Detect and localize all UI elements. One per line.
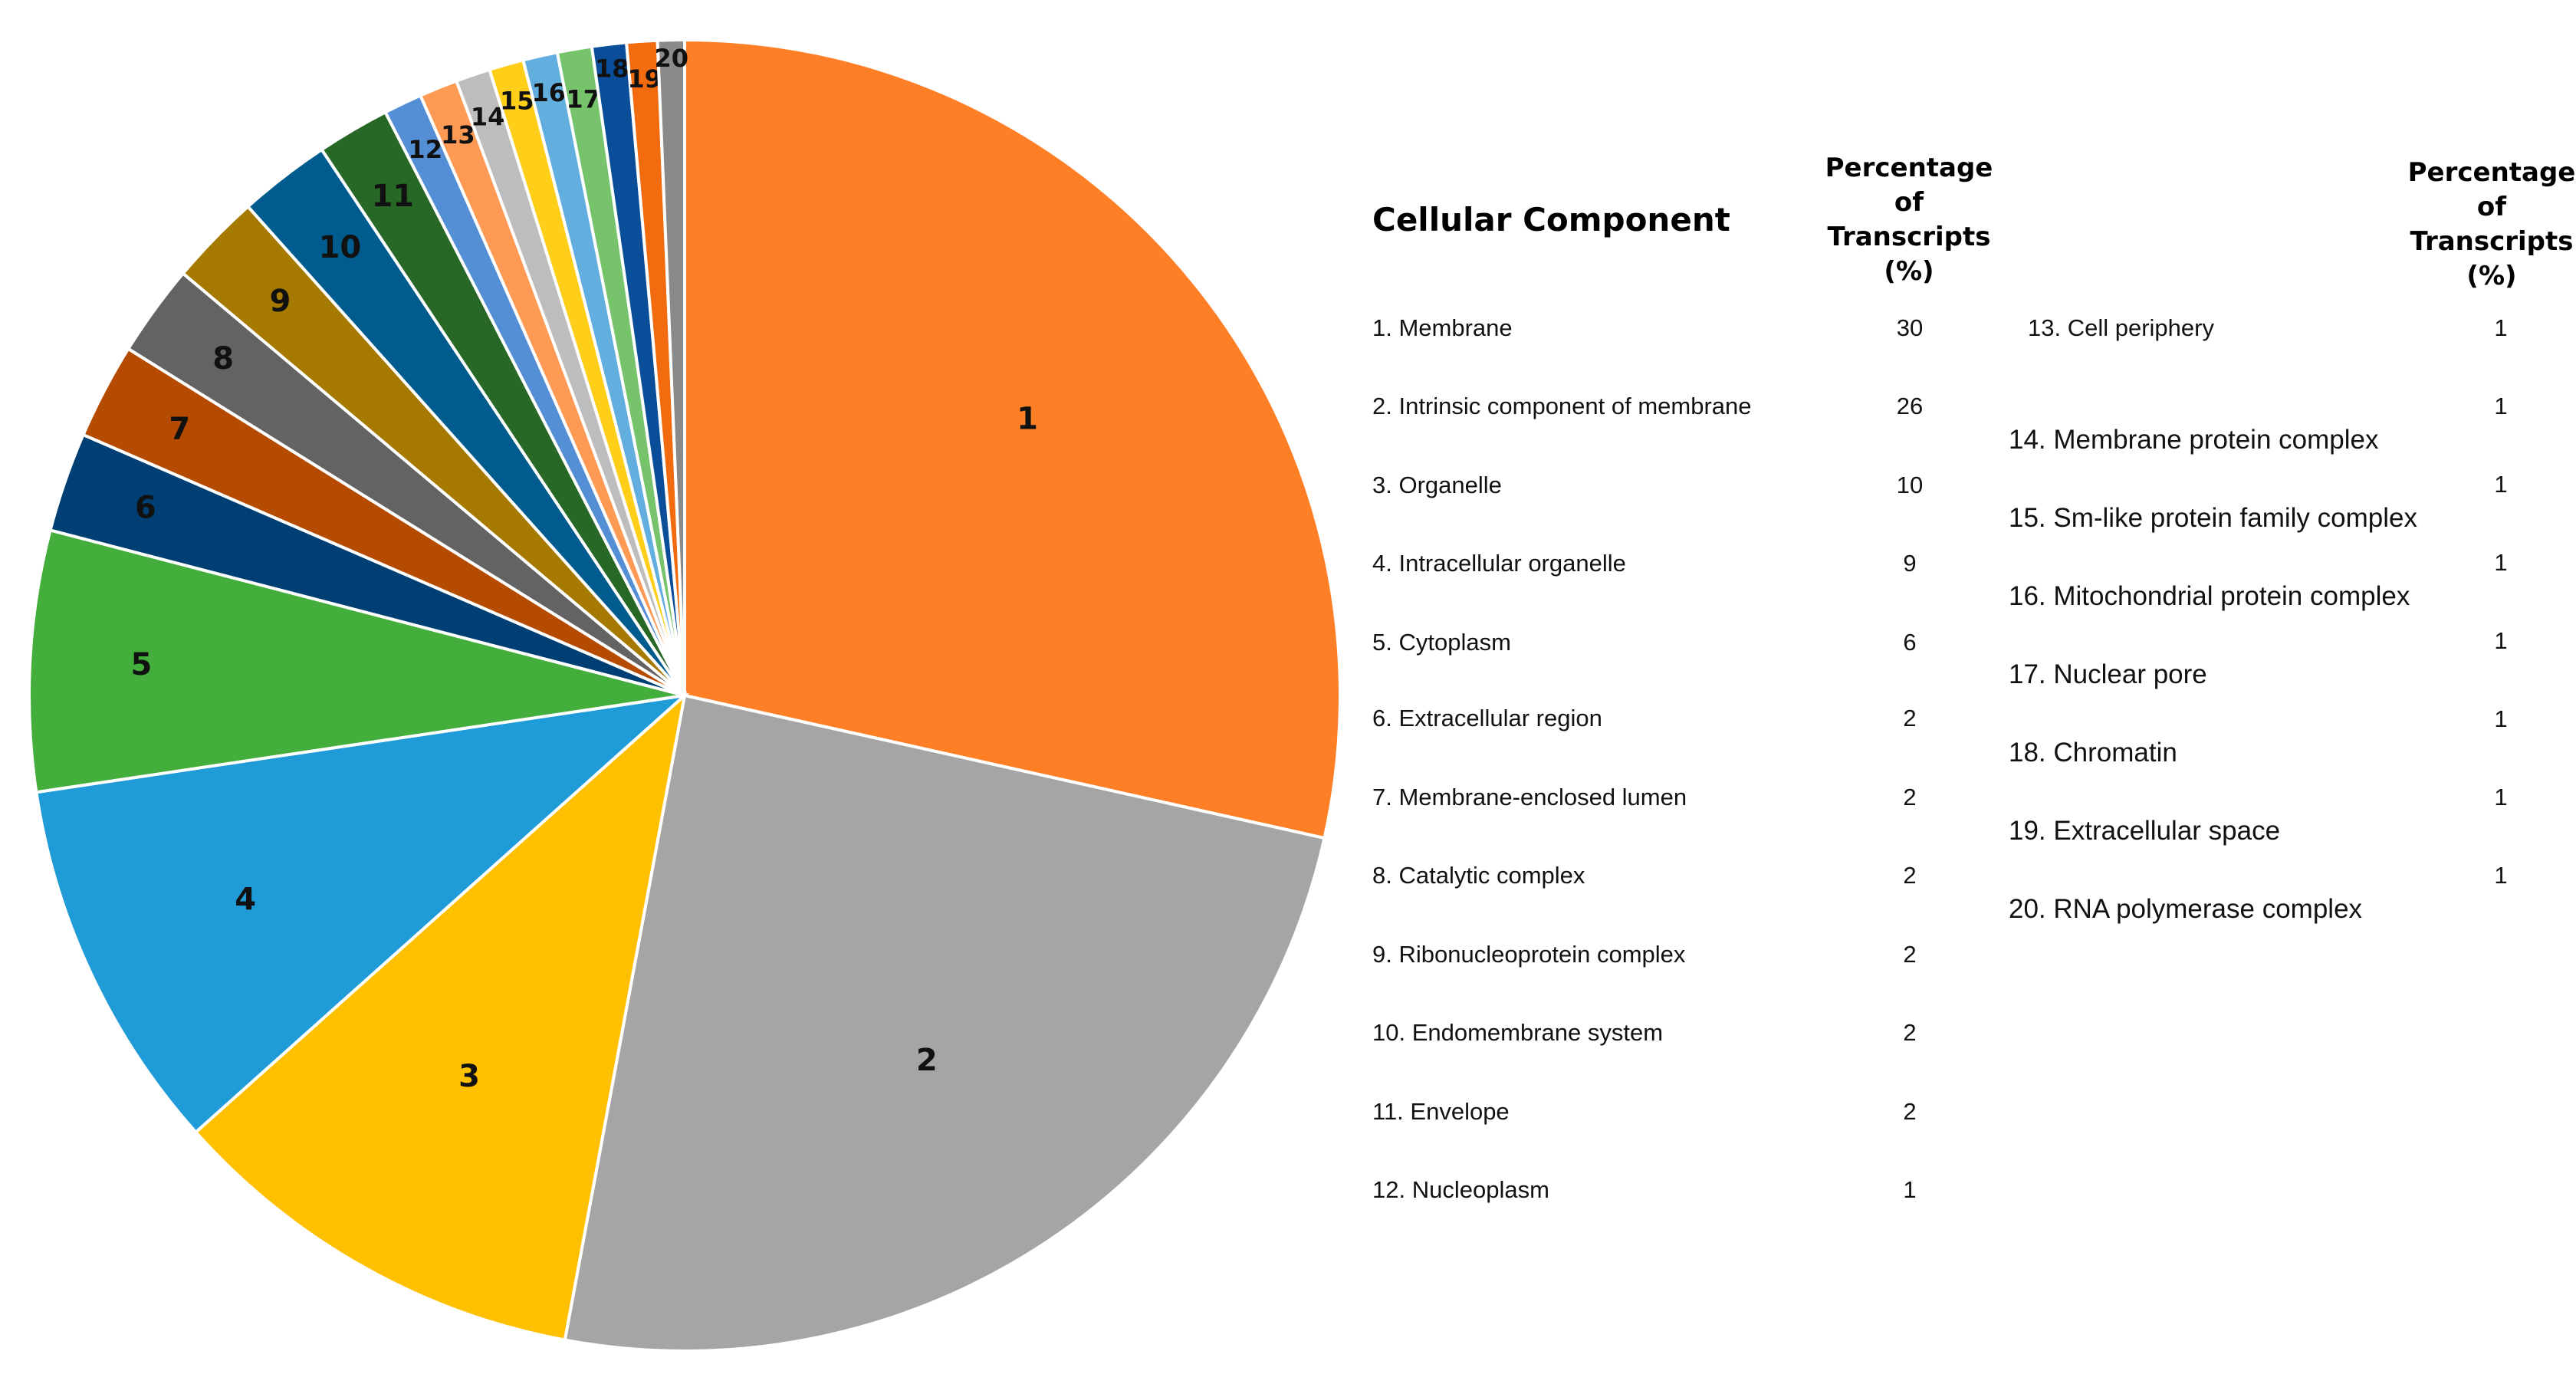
legend-value-16: 1 bbox=[2494, 549, 2508, 576]
legend-item-4: 4. Intracellular organelle bbox=[1372, 550, 1626, 577]
pie-slice-label-8: 8 bbox=[212, 341, 234, 376]
pie-slice-label-18: 18 bbox=[595, 54, 629, 84]
legend-value-10: 2 bbox=[1903, 1019, 1917, 1046]
legend-item-17: 17. Nuclear pore bbox=[2009, 659, 2207, 689]
legend-value-14: 1 bbox=[2494, 393, 2508, 419]
pie-slice-1 bbox=[683, 38, 1342, 840]
legend-value-11: 2 bbox=[1903, 1098, 1917, 1125]
legend-value-5: 6 bbox=[1903, 629, 1917, 656]
percentage-header-left: Percentage of Transcripts (%) bbox=[1825, 153, 1993, 287]
pie-slice-label-16: 16 bbox=[532, 78, 567, 107]
legend-title: Cellular Component bbox=[1372, 201, 1730, 238]
legend-value-3: 10 bbox=[1896, 472, 1924, 498]
legend-value-17: 1 bbox=[2494, 627, 2508, 654]
legend-item-19: 19. Extracellular space bbox=[2009, 816, 2281, 846]
legend-value-2: 26 bbox=[1896, 393, 1924, 419]
legend-item-10: 10. Endomembrane system bbox=[1372, 1019, 1664, 1046]
pie-slice-label-3: 3 bbox=[458, 1059, 480, 1094]
legend-item-1: 1. Membrane bbox=[1372, 314, 1513, 341]
pie-slice-5 bbox=[28, 528, 685, 794]
legend-item-9: 9. Ribonucleoprotein complex bbox=[1372, 941, 1686, 968]
pie-slice-label-6: 6 bbox=[135, 491, 156, 526]
pie-slice-label-14: 14 bbox=[471, 103, 505, 132]
pie-slice-label-12: 12 bbox=[408, 135, 442, 164]
pie-slice-label-4: 4 bbox=[235, 883, 256, 918]
legend-value-13: 1 bbox=[2494, 314, 2508, 341]
legend-value-19: 1 bbox=[2494, 784, 2508, 810]
legend-item-3: 3. Organelle bbox=[1372, 472, 1502, 498]
legend-item-8: 8. Catalytic complex bbox=[1372, 862, 1585, 889]
legend-item-12: 12. Nucleoplasm bbox=[1372, 1176, 1549, 1203]
legend-value-15: 1 bbox=[2494, 471, 2508, 498]
pie-slice-3 bbox=[193, 691, 688, 1342]
pie-slice-20 bbox=[656, 38, 686, 696]
legend-value-18: 1 bbox=[2494, 705, 2508, 732]
pie-slice-label-19: 19 bbox=[627, 64, 662, 94]
legend-item-15: 15. Sm-like protein family complex bbox=[2009, 503, 2417, 533]
pie-slice-2 bbox=[563, 693, 1326, 1353]
legend-item-14: 14. Membrane protein complex bbox=[2009, 425, 2379, 455]
pie-slice-label-5: 5 bbox=[130, 647, 152, 682]
legend-value-6: 2 bbox=[1903, 705, 1917, 731]
legend-item-18: 18. Chromatin bbox=[2009, 738, 2177, 768]
legend-item-11: 11. Envelope bbox=[1372, 1098, 1510, 1125]
pie-slice-label-2: 2 bbox=[916, 1043, 938, 1078]
pie-slice-label-13: 13 bbox=[441, 120, 475, 150]
percentage-header-right: Percentage of Transcripts (%) bbox=[2407, 157, 2576, 291]
legend-item-2: 2. Intrinsic component of membrane bbox=[1372, 393, 1752, 419]
legend-value-7: 2 bbox=[1903, 784, 1917, 810]
pie-slice-4 bbox=[34, 693, 690, 1135]
legend-item-6: 6. Extracellular region bbox=[1372, 705, 1602, 731]
legend-item-5: 5. Cytoplasm bbox=[1372, 629, 1511, 656]
legend-value-9: 2 bbox=[1903, 941, 1917, 968]
legend-value-8: 2 bbox=[1903, 862, 1917, 889]
legend-value-12: 1 bbox=[1903, 1176, 1917, 1203]
pie-slice-label-11: 11 bbox=[371, 179, 414, 214]
legend-value-20: 1 bbox=[2494, 862, 2508, 889]
legend-item-7: 7. Membrane-enclosed lumen bbox=[1372, 784, 1687, 810]
pie-slice-label-17: 17 bbox=[566, 85, 600, 114]
pie-slice-label-1: 1 bbox=[1017, 402, 1038, 437]
pie-slice-label-15: 15 bbox=[500, 87, 534, 116]
legend-item-13: 13. Cell periphery bbox=[2028, 314, 2214, 341]
legend-item-16: 16. Mitochondrial protein complex bbox=[2009, 581, 2410, 611]
legend-item-20: 20. RNA polymerase complex bbox=[2009, 894, 2363, 924]
legend-value-4: 9 bbox=[1903, 550, 1917, 577]
pie-slice-label-7: 7 bbox=[169, 412, 190, 447]
pie-slice-label-9: 9 bbox=[269, 284, 291, 319]
pie-slice-label-20: 20 bbox=[655, 44, 689, 73]
pie-slice-label-10: 10 bbox=[319, 230, 362, 265]
legend-value-1: 30 bbox=[1896, 314, 1924, 341]
